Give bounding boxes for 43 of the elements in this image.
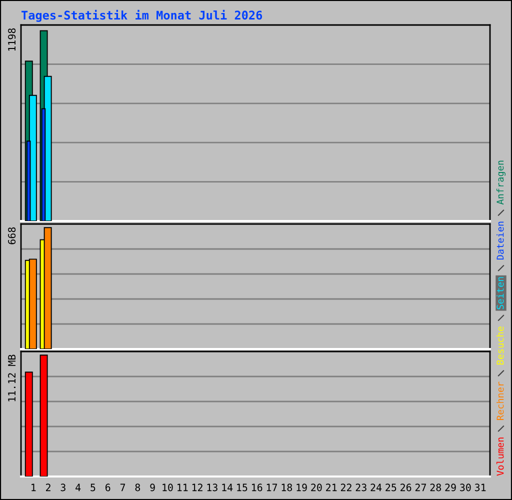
text: Dateien — [496, 222, 504, 260]
x-tick-label: 13 — [207, 484, 218, 492]
x-tick-label: 4 — [76, 484, 81, 492]
x-tick-label: 19 — [296, 484, 307, 492]
x-tick-label: 9 — [150, 484, 155, 492]
text: Seiten — [496, 277, 504, 310]
x-tick-label: 30 — [460, 484, 471, 492]
x-tick-label: 16 — [252, 484, 262, 492]
x-tick-label: 3 — [60, 484, 66, 492]
x-tick-label: 25 — [386, 484, 396, 492]
x-tick-label: 22 — [340, 484, 352, 492]
x-tick-label: 11 — [178, 484, 188, 492]
text: Volumen — [496, 438, 504, 476]
x-tick-label: 18 — [282, 484, 292, 492]
bar — [44, 227, 52, 349]
x-tick-label: 8 — [135, 484, 140, 492]
x-tick-label: 24 — [370, 484, 382, 492]
x-tick-label: 21 — [326, 484, 337, 492]
x-tick-label: 17 — [266, 484, 278, 492]
x-tick-label: 6 — [105, 484, 110, 492]
x-tick-label: 26 — [400, 484, 412, 492]
x-tick-label: 28 — [430, 484, 441, 492]
x-tick-label: 2 — [46, 484, 50, 492]
x-tick-label: 10 — [162, 484, 173, 492]
x-tick-label: 12 — [192, 484, 202, 492]
x-tick-label: 5 — [90, 484, 96, 492]
x-tick-label: 27 — [415, 484, 426, 492]
text: Besuche — [496, 326, 504, 364]
text: 1198 — [8, 28, 16, 51]
x-tick-label: 14 — [222, 484, 233, 492]
text: Rechner — [496, 382, 504, 420]
x-tick-label: 20 — [311, 484, 322, 492]
x-tick-label: 29 — [445, 484, 456, 492]
text: 11.12 MB — [8, 354, 16, 402]
x-tick-label: 1 — [32, 484, 36, 492]
x-tick-label: 23 — [356, 484, 366, 492]
chart-title: Tages-Statistik im Monat Juli 2026 — [22, 10, 262, 22]
x-tick-label: 7 — [120, 484, 126, 492]
text: 668 — [8, 227, 16, 244]
text: Anfragen — [496, 160, 506, 205]
x-tick-label: 15 — [237, 484, 248, 492]
bar — [28, 258, 37, 349]
x-tick-label: 31 — [474, 484, 486, 492]
